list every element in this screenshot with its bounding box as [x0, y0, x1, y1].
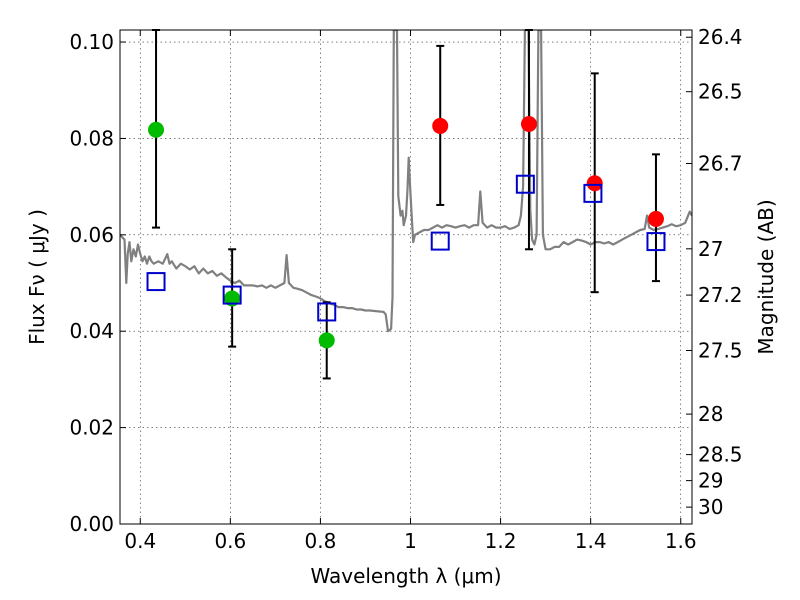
y-tick-label: 0.02: [69, 416, 114, 440]
magnitude-tick-label: 27.2: [698, 283, 743, 307]
data-point: [432, 117, 449, 134]
y-tick-label: 0.04: [69, 319, 114, 343]
model-box-marker: [583, 183, 603, 203]
x-tick-label: 1.4: [575, 529, 607, 553]
y-tick-label: 0.06: [69, 223, 114, 247]
y-axis-title: Flux Fν ( μJy ): [25, 209, 49, 345]
model-box-marker: [317, 302, 337, 322]
y-axis-right-title: Magnitude (AB): [754, 199, 778, 354]
magnitude-tick-label: 26.5: [698, 80, 743, 104]
spectrum-line: [120, 30, 692, 333]
magnitude-tick-label: 28: [698, 402, 723, 426]
magnitude-tick-label: 27: [698, 237, 723, 261]
magnitude-tick-label: 26.4: [698, 25, 743, 49]
magnitude-tick-label: 30: [698, 495, 723, 519]
x-tick-label: 1.2: [485, 529, 517, 553]
x-tick-label: 0.8: [305, 529, 337, 553]
model-box-marker: [515, 174, 535, 194]
x-tick-label: 1.6: [665, 529, 697, 553]
x-axis-title: Wavelength λ (μm): [310, 564, 501, 588]
data-point: [586, 175, 603, 192]
data-point: [520, 115, 537, 132]
model-spectrum: [120, 30, 692, 333]
magnitude-tick-label: 27.5: [698, 338, 743, 362]
x-tick-label: 0.4: [124, 529, 156, 553]
model-box-marker: [430, 231, 450, 251]
grid-lines: [120, 30, 692, 525]
axis-ticks: [120, 30, 692, 525]
model-box-marker: [222, 285, 242, 305]
x-tick-label: 1: [404, 529, 417, 553]
data-point: [318, 332, 335, 349]
plot-frame: [119, 29, 693, 525]
y-tick-label: 0.00: [69, 512, 114, 536]
x-tick-label: 0.6: [214, 529, 246, 553]
data-point: [148, 121, 165, 138]
magnitude-tick-label: 26.7: [698, 152, 743, 176]
data-point: [224, 290, 241, 307]
y-tick-label: 0.08: [69, 126, 114, 150]
data-markers: [146, 115, 666, 349]
model-box-marker: [646, 232, 666, 252]
tick-labels: 0.4 0.6 0.8 1 1.2 1.4 1.6 0.00 0.02 0.04 0.06 0.08 0…: [69, 25, 742, 553]
model-box-marker: [146, 272, 166, 292]
y-tick-label: 0.10: [69, 30, 114, 54]
data-point: [647, 210, 664, 227]
magnitude-tick-label: 29: [698, 469, 723, 493]
magnitude-tick-label: 28.5: [698, 443, 743, 467]
